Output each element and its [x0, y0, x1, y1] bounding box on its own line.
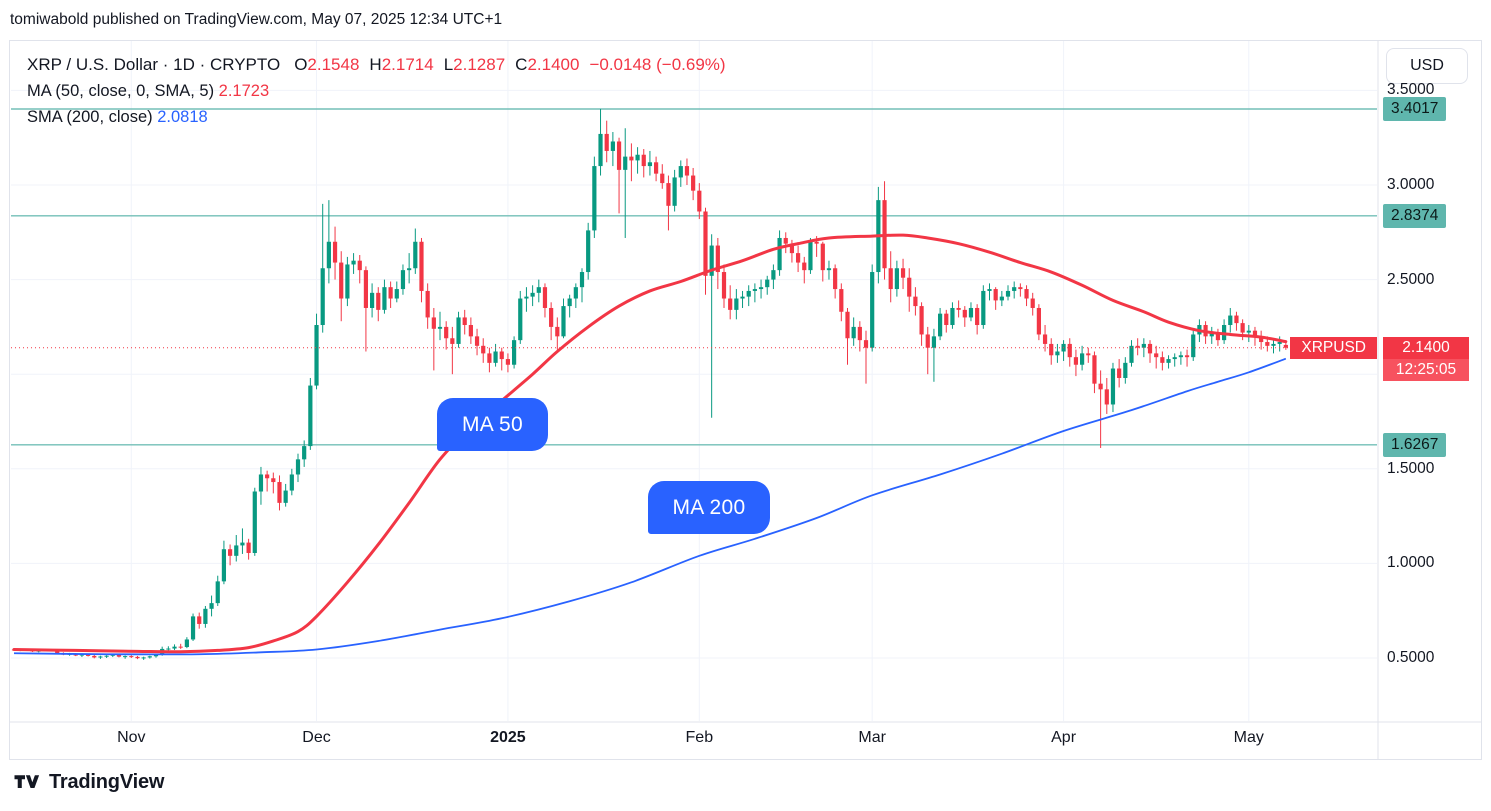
- low-value: L2.1287: [443, 55, 506, 74]
- chart-legend: XRP / U.S. Dollar · 1D · CRYPTO O2.1548 H2…: [27, 52, 726, 130]
- ma50-label: MA (50, close, 0, SMA, 5): [27, 82, 215, 100]
- time-axis-label: Feb: [685, 729, 714, 746]
- price-axis-label: 0.5000: [1387, 649, 1435, 666]
- currency-toggle-button[interactable]: USD: [1386, 48, 1468, 84]
- open-value: O2.1548: [294, 55, 360, 74]
- sma200-label: SMA (200, close): [27, 108, 153, 126]
- price-level-badge: 2.8374: [1383, 203, 1447, 228]
- price-level-badge: 3.4017: [1383, 96, 1447, 121]
- tradingview-wordmark[interactable]: TradingView: [49, 770, 165, 793]
- footer: TradingView: [13, 770, 164, 794]
- sma200-legend-row[interactable]: SMA (200, close) 2.0818: [27, 104, 726, 130]
- price-axis-label: 3.0000: [1387, 176, 1435, 193]
- time-axis-label: Mar: [858, 729, 886, 746]
- ma50-legend-row[interactable]: MA (50, close, 0, SMA, 5) 2.1723: [27, 78, 726, 104]
- tradingview-logo-icon[interactable]: [13, 770, 40, 794]
- ma50-value: 2.1723: [218, 82, 270, 100]
- last-price-symbol-tag: XRPUSD: [1290, 336, 1377, 359]
- attribution-text: tomiwabold published on TradingView.com,…: [10, 11, 503, 28]
- time-axis-label: 2025: [490, 729, 526, 746]
- time-axis-label: May: [1233, 729, 1264, 746]
- last-price-value: 2.1400: [1383, 336, 1469, 359]
- price-axis-label: 2.5000: [1387, 270, 1435, 288]
- price-axis-label: 1.0000: [1387, 554, 1435, 572]
- bar-countdown: 12:25:05: [1383, 358, 1469, 381]
- price-level-badge: 1.6267: [1383, 432, 1447, 457]
- high-value: H2.1714: [369, 55, 434, 74]
- close-value: C2.1400: [515, 55, 580, 74]
- ma200-callout[interactable]: MA 200: [648, 481, 770, 534]
- symbol-title: XRP / U.S. Dollar · 1D · CRYPTO: [27, 55, 281, 74]
- time-axis-label: Apr: [1051, 729, 1077, 746]
- ma50-callout[interactable]: MA 50: [437, 398, 548, 451]
- time-axis-label: Nov: [117, 729, 146, 746]
- change-value: −0.0148 (−0.69%): [589, 55, 726, 74]
- sma200-value: 2.0818: [157, 108, 208, 126]
- price-axis-label: 3.5000: [1387, 81, 1435, 99]
- last-price-badge: 2.1400 12:25:05: [1383, 336, 1469, 381]
- time-axis-label: Dec: [302, 729, 331, 746]
- price-axis-label: 1.5000: [1387, 459, 1435, 477]
- symbol-legend-row[interactable]: XRP / U.S. Dollar · 1D · CRYPTO O2.1548 H2…: [27, 52, 726, 78]
